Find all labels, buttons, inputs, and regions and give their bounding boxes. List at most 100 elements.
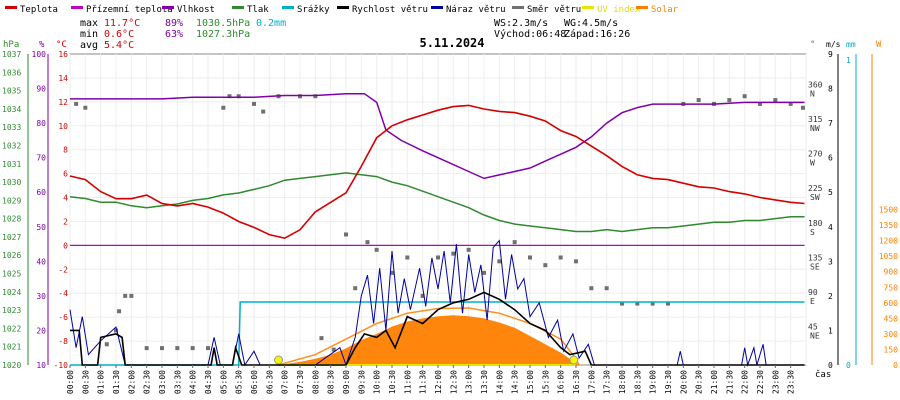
wind-direction-point — [451, 251, 456, 256]
legend-swatch — [512, 6, 524, 9]
wind-direction-point — [252, 101, 256, 106]
time-tick-label: 09:00 — [342, 370, 351, 394]
time-tick-label: 06:30 — [265, 370, 274, 394]
sunset-marker — [569, 355, 579, 365]
wind-direction-point — [405, 255, 410, 260]
wind-direction-point — [74, 101, 79, 106]
temperature-line — [69, 104, 805, 240]
temperature-tick-label: 6 — [63, 170, 68, 179]
solar-area — [278, 315, 580, 365]
solar-tick-label: 300 — [884, 330, 899, 339]
pressure-tick-label: 1033 — [2, 123, 21, 132]
pressure-tick-label: 1024 — [2, 288, 21, 297]
temperature-tick-label: 4 — [63, 194, 68, 203]
direction-axis-unit: ° — [810, 40, 815, 50]
solar-tick-label: 150 — [884, 345, 899, 354]
wind-direction-point — [512, 240, 517, 245]
temperature-tick-label: 12 — [58, 98, 68, 107]
wind-direction-point — [129, 293, 134, 298]
sunset-info: Západ:16:26 — [564, 28, 630, 40]
wind-direction-point — [144, 346, 149, 351]
time-tick-label: 23:30 — [787, 370, 796, 394]
wind-direction-point — [374, 247, 379, 252]
time-tick-label: 04:30 — [204, 370, 213, 394]
time-tick-label: 04:00 — [189, 370, 198, 394]
speed-tick-label: 8 — [828, 85, 833, 94]
stats-max-hum: 89% — [165, 18, 183, 29]
wind-direction-point — [620, 301, 624, 306]
temperature-tick-label: -6 — [58, 313, 68, 322]
wind-direction-point — [160, 346, 164, 351]
stats-avg-temp: 5.4°C — [104, 40, 134, 51]
speed-tick-label: 0 — [828, 361, 833, 370]
legend-swatch — [636, 6, 648, 9]
wind-direction-point — [727, 98, 732, 103]
rain-tick-label: 1 — [846, 56, 851, 65]
solar-tick-label: 750 — [884, 283, 899, 292]
humidity-tick-label: 60 — [36, 188, 46, 197]
direction-tick-degree: 270 — [808, 150, 823, 159]
time-tick-label: 10:30 — [388, 370, 397, 394]
speed-tick-label: 6 — [828, 154, 833, 163]
sunrise-marker — [274, 355, 284, 365]
time-tick-label: 11:30 — [419, 370, 428, 394]
legend-label: Tlak — [247, 5, 269, 15]
direction-tick-label: NE — [810, 331, 820, 340]
speed-tick-label: 7 — [828, 119, 833, 128]
wind-direction-point — [589, 286, 594, 291]
wind-direction-point — [436, 255, 440, 260]
time-tick-label: 15:00 — [526, 370, 535, 394]
rain-axis-unit: mm — [846, 40, 856, 49]
wind-direction-point — [206, 346, 210, 351]
legend-swatch — [5, 6, 17, 9]
wind-direction-point — [331, 347, 336, 352]
pressure-tick-label: 1035 — [2, 87, 21, 96]
humidity-tick-label: 10 — [36, 361, 46, 370]
time-tick-label: 18:00 — [618, 370, 627, 394]
time-tick-label: 12:00 — [434, 370, 443, 394]
wind-info: WS:2.3m/s WG:4.5m/s Východ:06:48 Západ:1… — [494, 18, 630, 40]
solar-tick-label: 450 — [884, 314, 899, 323]
direction-tick-degree: 135 — [808, 253, 823, 262]
time-tick-label: 19:30 — [664, 370, 673, 394]
solar-tick-label: 1200 — [879, 237, 898, 246]
x-axis-label: čas — [815, 369, 831, 380]
time-tick-label: 02:00 — [127, 370, 136, 394]
direction-tick-label: NW — [810, 124, 820, 133]
temperature-tick-label: 16 — [58, 50, 68, 59]
pressure-tick-label: 1032 — [2, 141, 21, 150]
pressure-tick-label: 1020 — [2, 361, 21, 370]
wind-direction-point — [466, 247, 471, 252]
y-axes: hPa% °C ° m/s mm W103710361035103410331032103… — [2, 40, 898, 370]
humidity-line — [70, 92, 805, 180]
pressure-tick-label: 1030 — [2, 178, 21, 187]
speed-axis-unit: m/s — [826, 40, 841, 49]
time-tick-label: 20:30 — [695, 370, 704, 394]
pressure-tick-label: 1021 — [2, 343, 21, 352]
solar-max-line — [278, 307, 580, 366]
direction-tick-label: S — [810, 228, 815, 237]
legend: Teplota Přízemní teplota Vlhkost Tlak Srážky… — [5, 5, 679, 15]
temperature-tick-label: 8 — [63, 146, 68, 155]
stats-min-temp: 0.6°C — [104, 29, 134, 40]
humidity-tick-label: 90 — [36, 85, 46, 94]
solar-tick-label: 600 — [884, 299, 899, 308]
temperature-tick-label: -8 — [58, 337, 68, 346]
wind-direction-point — [344, 232, 348, 237]
time-tick-label: 16:30 — [572, 370, 581, 394]
legend-swatch — [162, 6, 174, 9]
stats-min-hum: 63% — [165, 29, 183, 40]
solar-axis-unit: W — [876, 40, 882, 50]
solar-tick-label: 900 — [884, 268, 899, 277]
time-tick-label: 22:30 — [756, 370, 765, 394]
legend-label: Srážky — [297, 5, 330, 15]
humidity-axis-unit: % — [39, 40, 45, 50]
wind-direction-point — [190, 346, 195, 351]
wind-direction-point — [104, 342, 109, 347]
legend-swatch — [282, 6, 294, 9]
legend-label: Vlhkost — [177, 5, 215, 15]
time-tick-label: 22:00 — [741, 370, 750, 394]
x-axis: 00:00 00:30 01:00 01:30 02:00 02:30 03:00 03:30… — [66, 365, 796, 394]
pressure-line — [69, 172, 805, 233]
wind-speed-info: WS:2.3m/s — [494, 18, 548, 29]
